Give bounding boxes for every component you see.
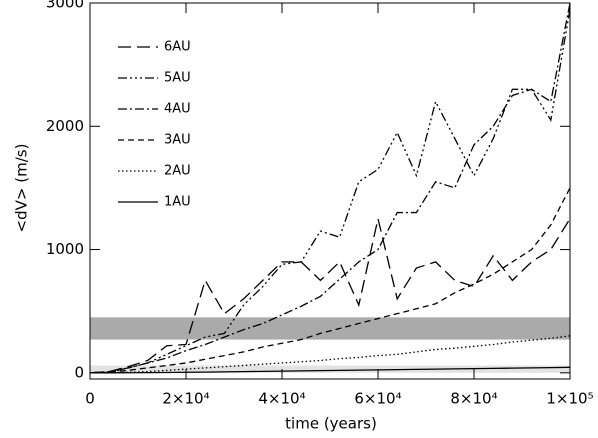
x-tick-label: 0 — [85, 390, 95, 408]
series-line — [89, 2, 571, 374]
y-tick-label: 1000 — [46, 240, 84, 258]
series-line — [89, 9, 571, 374]
legend-label: 4AU — [164, 102, 191, 117]
y-axis-title: <dV> (m/s) — [13, 144, 31, 233]
plot-frame — [89, 2, 571, 380]
x-tick-label: 4×10⁴ — [258, 390, 305, 408]
series-line — [89, 187, 571, 374]
band — [90, 317, 570, 340]
y-tick-label: 3000 — [46, 0, 84, 12]
x-tick-label: 2×10⁴ — [162, 390, 209, 408]
y-tick-label: 0 — [74, 363, 84, 381]
series-line — [89, 218, 571, 374]
legend-label: 2AU — [164, 164, 191, 179]
legend-label: 6AU — [164, 40, 191, 55]
x-tick-label: 1×10⁵ — [546, 390, 593, 408]
y-tick-label: 2000 — [46, 117, 84, 135]
series-line — [90, 366, 571, 374]
x-tick-label: 6×10⁴ — [354, 390, 401, 408]
legend-label: 5AU — [164, 71, 191, 86]
legend-label: 3AU — [164, 133, 191, 148]
series-line — [89, 335, 571, 374]
x-axis-title: time (years) — [285, 415, 377, 433]
band — [90, 365, 570, 373]
legend-label: 1AU — [164, 195, 191, 210]
x-tick-label: 8×10⁴ — [450, 390, 497, 408]
